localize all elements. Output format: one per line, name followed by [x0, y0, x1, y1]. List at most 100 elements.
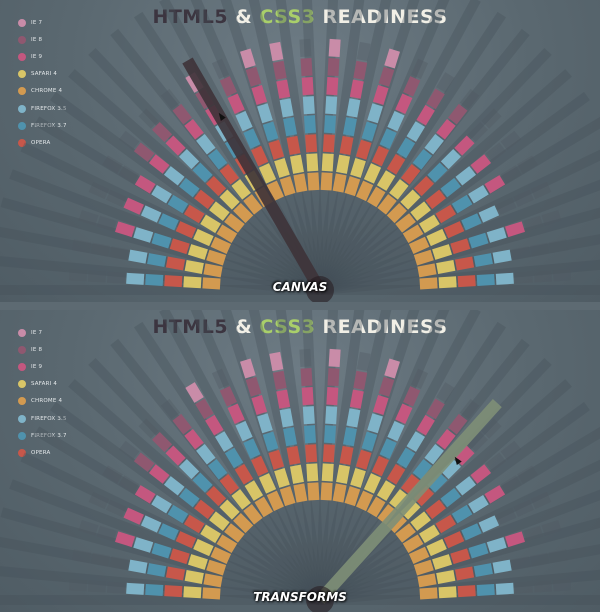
- readiness-segment: [426, 538, 447, 557]
- legend-item-ie7[interactable]: IE 7: [18, 14, 67, 31]
- readiness-panel-bottom: HTML5 & CSS3 READINESS IE 7 IE 8 IE 9 SA…: [0, 310, 600, 612]
- readiness-segment: [109, 246, 129, 261]
- readiness-segment: [511, 246, 531, 261]
- readiness-segment: [324, 425, 337, 444]
- legend-item-ie8[interactable]: IE 8: [18, 341, 67, 358]
- title-amp: &: [228, 6, 260, 28]
- readiness-segment: [356, 180, 374, 202]
- readiness-segment: [322, 134, 335, 153]
- readiness-segment: [400, 474, 421, 495]
- readiness-segment: [235, 110, 253, 132]
- readiness-segment: [495, 582, 514, 595]
- readiness-segment: [169, 238, 190, 255]
- readiness-segment: [227, 93, 245, 114]
- readiness-segment: [326, 387, 339, 406]
- readiness-segment: [251, 145, 269, 167]
- legend-dot: [18, 397, 26, 406]
- readiness-segment: [448, 413, 468, 435]
- readiness-segment: [300, 367, 313, 387]
- readiness-segment: [478, 205, 500, 223]
- readiness-segment: [350, 467, 366, 488]
- readiness-segment: [219, 499, 240, 520]
- readiness-segment: [78, 520, 99, 536]
- readiness-segment: [410, 201, 431, 221]
- legend-item-firefox37[interactable]: FIREFOX 3.7: [18, 427, 67, 444]
- readiness-segment: [192, 162, 213, 183]
- background-ray: [159, 310, 325, 603]
- readiness-segment: [138, 108, 159, 129]
- readiness-segment: [419, 214, 440, 234]
- readiness-segment: [183, 276, 202, 289]
- readiness-radial-chart[interactable]: [0, 0, 600, 302]
- readiness-segment: [306, 153, 319, 172]
- legend-item-safari4[interactable]: SAFARI 4: [18, 376, 67, 393]
- legend-item-safari4[interactable]: SAFARI 4: [18, 66, 67, 83]
- readiness-segment: [344, 176, 361, 197]
- readiness-segment: [276, 389, 291, 409]
- readiness-segment: [321, 153, 334, 172]
- legend-item-chrome4[interactable]: CHROME 4: [18, 393, 67, 410]
- legend-item-ie7[interactable]: IE 7: [18, 324, 67, 341]
- readiness-segment: [193, 538, 214, 557]
- readiness-segment: [107, 581, 126, 594]
- readiness-segment: [530, 242, 550, 257]
- readiness-segment: [473, 563, 493, 578]
- background-ray: [315, 0, 365, 291]
- readiness-segment: [367, 413, 383, 434]
- readiness-segment: [346, 408, 361, 428]
- readiness-segment: [417, 573, 437, 588]
- readiness-segment: [548, 549, 569, 564]
- readiness-segment: [389, 489, 409, 510]
- readiness-segment: [251, 395, 268, 415]
- readiness-segment: [541, 520, 562, 536]
- background-ray: [275, 0, 325, 291]
- readiness-segment: [151, 121, 173, 143]
- legend-item-ie9[interactable]: IE 9: [18, 358, 67, 375]
- legend-dot: [18, 52, 26, 61]
- legend-dot: [18, 328, 26, 337]
- readiness-segment: [361, 431, 378, 452]
- readiness-segment: [412, 149, 433, 170]
- readiness-segment: [424, 133, 444, 155]
- readiness-segment: [179, 177, 200, 198]
- legend-item-firefox37[interactable]: FIREFOX 3.7: [18, 117, 67, 134]
- readiness-segment: [274, 157, 290, 178]
- legend-item-opera[interactable]: OPERA: [18, 444, 67, 461]
- readiness-segment: [416, 414, 435, 436]
- readiness-segment: [233, 203, 254, 224]
- readiness-segment: [355, 139, 372, 160]
- readiness-segment: [454, 256, 475, 271]
- background-ray: [9, 169, 322, 295]
- readiness-segment: [262, 121, 279, 142]
- readiness-segment: [505, 221, 525, 238]
- readiness-segment: [158, 213, 179, 231]
- legend-item-firefox35[interactable]: FIREFOX 3.5: [18, 100, 67, 117]
- readiness-segment: [187, 244, 208, 260]
- legend-item-ie8[interactable]: IE 8: [18, 31, 67, 48]
- feature-pointer-bar: [315, 399, 502, 605]
- legend-item-chrome4[interactable]: CHROME 4: [18, 83, 67, 100]
- legend-item-opera[interactable]: OPERA: [18, 134, 67, 151]
- legend-item-ie9[interactable]: IE 9: [18, 48, 67, 65]
- browser-legend: IE 7 IE 8 IE 9 SAFARI 4 CHROME 4 FIREFOX…: [18, 324, 67, 462]
- legend-item-firefox35[interactable]: FIREFOX 3.5: [18, 410, 67, 427]
- readiness-segment: [339, 135, 354, 156]
- readiness-segment: [541, 210, 562, 226]
- readiness-radial-chart[interactable]: [0, 310, 600, 612]
- readiness-segment: [140, 515, 162, 533]
- readiness-segment: [372, 85, 389, 105]
- background-ray: [316, 379, 572, 604]
- readiness-segment: [350, 157, 366, 178]
- readiness-segment: [413, 176, 434, 197]
- page-title: HTML5 & CSS3 READINESS: [0, 6, 600, 28]
- readiness-segment: [289, 154, 304, 174]
- readiness-segment: [425, 189, 446, 210]
- readiness-segment: [240, 48, 256, 69]
- readiness-segment: [500, 475, 522, 494]
- readiness-segment: [115, 221, 135, 238]
- readiness-segment: [459, 398, 480, 420]
- readiness-segment: [403, 386, 421, 407]
- feature-label: TRANSFORMS: [253, 590, 347, 604]
- readiness-segment: [376, 170, 396, 191]
- readiness-segment: [473, 253, 493, 268]
